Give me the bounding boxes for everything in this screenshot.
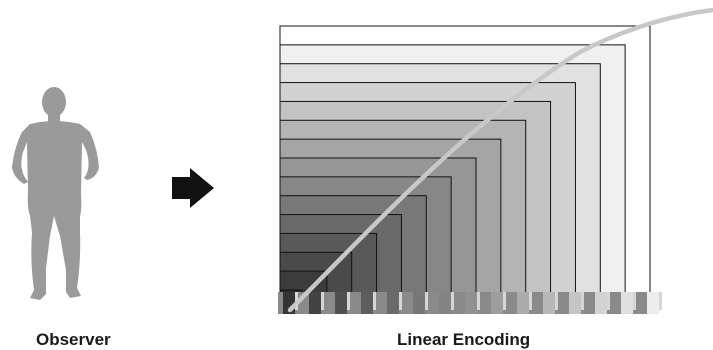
right-arrow-icon — [172, 168, 214, 208]
perception-curve — [287, 7, 713, 313]
tone-scale-cell — [465, 292, 477, 314]
tone-scale-cell — [335, 292, 347, 314]
tone-scale-tick — [477, 292, 480, 310]
tone-scale-tick — [555, 292, 558, 310]
tone-scale-cell — [361, 292, 373, 314]
tone-scale-cell — [621, 292, 633, 314]
tone-scale-tick — [399, 292, 402, 310]
tone-scale-tick — [347, 292, 350, 310]
tone-scale-cell — [595, 292, 607, 314]
linear-encoding-caption: Linear Encoding — [397, 330, 531, 349]
linear-encoding-diagram — [278, 7, 713, 314]
tone-scale-tick — [633, 292, 636, 310]
tone-scale-cell — [517, 292, 529, 314]
tone-scale-tick — [581, 292, 584, 310]
encoding-steps — [279, 25, 651, 313]
tone-scale-tick — [451, 292, 454, 310]
tone-scale-cell — [569, 292, 581, 314]
tone-scale-tick — [659, 292, 662, 310]
tone-scale-tick — [503, 292, 506, 310]
observer-silhouette — [12, 87, 99, 300]
tone-scale-strip — [278, 292, 662, 314]
tone-scale-tick — [425, 292, 428, 310]
tone-scale-cell — [413, 292, 425, 314]
tone-scale-tick — [321, 292, 324, 310]
tone-scale-cell — [491, 292, 503, 314]
observer-caption: Observer — [36, 330, 111, 349]
tone-scale-tick — [373, 292, 376, 310]
tone-scale-tick — [607, 292, 610, 310]
person-silhouette-icon — [12, 87, 99, 300]
tone-scale-cell — [309, 292, 321, 314]
tone-scale-cell — [439, 292, 451, 314]
tone-scale-cell — [543, 292, 555, 314]
tone-scale-cell — [647, 292, 659, 314]
tone-scale-cell — [387, 292, 399, 314]
tone-scale-tick — [529, 292, 532, 310]
